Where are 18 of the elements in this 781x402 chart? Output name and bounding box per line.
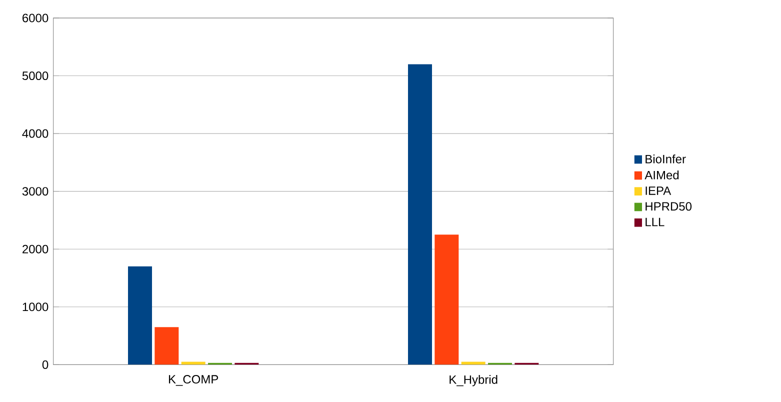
y-tick-label: 6000	[22, 14, 48, 22]
y-tick-label: 0	[42, 360, 48, 369]
y-tick-label: 2000	[22, 244, 48, 254]
x-tick-label: K_COMP	[168, 375, 218, 386]
bar	[154, 327, 179, 365]
x-tick-label: K_Hybrid	[450, 375, 498, 386]
bar	[408, 64, 432, 365]
y-tick-label: 1000	[22, 302, 48, 312]
legend-label: LLL	[646, 218, 664, 226]
legend-label: HPRD50	[646, 202, 692, 211]
y-tick-label: 3000	[22, 187, 48, 196]
bar	[434, 234, 459, 365]
y-tick-label: 5000	[22, 72, 48, 80]
legend-label: BioInfer	[646, 154, 686, 164]
legend-label: AIMed	[644, 170, 679, 180]
bar	[128, 266, 152, 365]
y-tick-label: 4000	[22, 129, 48, 138]
legend-label: IEPA	[646, 186, 672, 195]
